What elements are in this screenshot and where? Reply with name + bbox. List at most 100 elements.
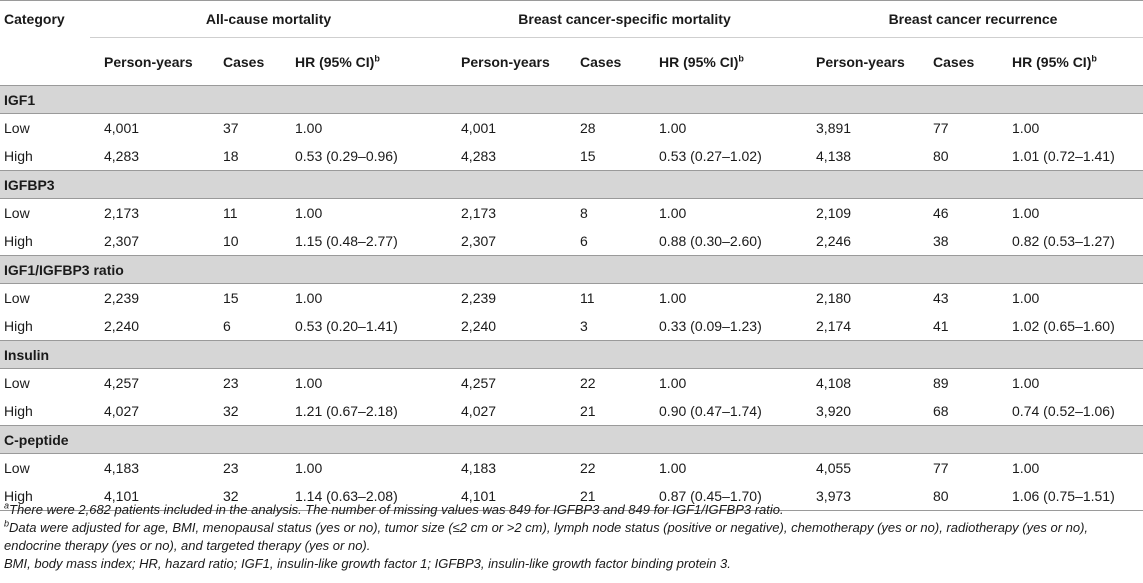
category-header: Category <box>4 11 65 28</box>
cell-person-years: 4,055 <box>816 460 852 476</box>
cell-person-years: 4,257 <box>104 375 140 391</box>
table-row: High 2,240 6 0.53 (0.20–1.41) 2,240 3 0.33 (0.… <box>0 312 1143 341</box>
cell-person-years: 4,101 <box>447 482 581 511</box>
cell-cases: 38 <box>933 233 949 249</box>
cell-cases: 22 <box>580 375 596 391</box>
cell-hr: 1.01 (0.72–1.41) <box>1012 148 1115 164</box>
cell-hr: 0.33 (0.09–1.23) <box>659 318 762 334</box>
footnotes: aThere were 2,682 patients included in t… <box>4 501 1139 573</box>
table-row: High 4,283 18 0.53 (0.29–0.96) 4,283 15 0.53 (… <box>0 142 1143 171</box>
table-row: High 2,307 10 1.15 (0.48–2.77) 2,307 6 0.88 (0… <box>0 227 1143 256</box>
footnote-a: aThere were 2,682 patients included in t… <box>4 500 784 517</box>
cell-hr: 1.00 <box>659 205 687 221</box>
cell-cases: 32 <box>223 482 295 511</box>
table-row: Low 2,239 15 1.00 2,239 11 1.00 2,180 43 1.00 <box>0 284 1143 313</box>
section-header-row: IGF1 <box>0 85 1143 114</box>
cell-hr: 1.06 (0.75–1.51) <box>1012 482 1143 511</box>
cell-person-years: 2,307 <box>104 233 140 249</box>
group-header-breast-cancer-specific-mortality: Breast cancer-specific mortality <box>518 11 731 27</box>
cell-person-years: 2,173 <box>461 205 497 221</box>
section-title: C-peptide <box>0 425 1143 454</box>
table-row: High 4,101 32 1.14 (0.63–2.08) 4,101 21 0.87 (… <box>0 482 1143 511</box>
cell-hr: 1.00 <box>659 375 687 391</box>
cell-cases: 11 <box>580 290 595 306</box>
section-title: IGF1/IGFBP3 ratio <box>0 255 1143 284</box>
cell-person-years: 3,920 <box>816 403 852 419</box>
cell-cases: 41 <box>933 318 949 334</box>
cell-cases: 8 <box>580 205 588 221</box>
section-header-row: Insulin <box>0 340 1143 369</box>
subheader-person-years: Person-years <box>802 37 934 86</box>
cell-cases: 23 <box>223 375 239 391</box>
group-header-all-cause-mortality: All-cause mortality <box>205 11 332 27</box>
cell-hr: 0.53 (0.20–1.41) <box>295 318 398 334</box>
cell-cases: 23 <box>223 460 239 476</box>
cell-hr: 0.53 (0.27–1.02) <box>659 148 762 164</box>
cell-hr: 1.02 (0.65–1.60) <box>1012 318 1115 334</box>
cell-person-years: 4,257 <box>461 375 497 391</box>
cell-person-years: 4,001 <box>104 120 140 136</box>
table-body: IGF1 Low 4,001 37 1.00 4,001 28 1.00 3,891 77 1.00… <box>0 85 1143 511</box>
cell-person-years: 2,239 <box>461 290 497 306</box>
cell-person-years: 4,183 <box>461 460 497 476</box>
row-level-label: High <box>4 318 33 334</box>
cell-hr: 1.21 (0.67–2.18) <box>295 403 398 419</box>
table-row: High 4,027 32 1.21 (0.67–2.18) 4,027 21 0.90 (… <box>0 397 1143 426</box>
row-level-label: High <box>4 403 33 419</box>
row-level-label: Low <box>4 375 30 391</box>
cell-hr: 1.00 <box>659 290 687 306</box>
cell-hr: 1.14 (0.63–2.08) <box>295 482 448 511</box>
row-level-label: High <box>4 233 33 249</box>
cell-person-years: 4,138 <box>816 148 852 164</box>
cell-hr: 1.00 <box>295 460 323 476</box>
cell-person-years: 4,001 <box>461 120 497 136</box>
cell-person-years: 2,173 <box>104 205 140 221</box>
cell-person-years: 2,239 <box>104 290 140 306</box>
cell-person-years: 2,109 <box>816 205 852 221</box>
cell-cases: 77 <box>933 460 949 476</box>
cell-cases: 15 <box>223 290 239 306</box>
cell-hr: 1.15 (0.48–2.77) <box>295 233 398 249</box>
subheader-person-years: Person-years <box>447 37 581 86</box>
subheader-cases: Cases <box>580 37 660 86</box>
cell-person-years: 3,891 <box>816 120 852 136</box>
cell-hr: 0.82 (0.53–1.27) <box>1012 233 1115 249</box>
cell-cases: 80 <box>933 482 1013 511</box>
cell-hr: 1.00 <box>659 460 687 476</box>
cell-hr: 1.00 <box>1012 290 1040 306</box>
cell-cases: 10 <box>223 233 239 249</box>
cell-person-years: 4,027 <box>104 403 140 419</box>
header-spacer <box>0 38 90 86</box>
cell-person-years: 4,283 <box>104 148 140 164</box>
cell-cases: 28 <box>580 120 596 136</box>
table-header: Category All-cause mortality Breast canc… <box>0 0 1143 86</box>
cell-cases: 18 <box>223 148 239 164</box>
subheader-cases: Cases <box>933 37 1013 86</box>
cell-hr: 1.00 <box>1012 460 1040 476</box>
cell-cases: 21 <box>580 403 596 419</box>
cell-cases: 68 <box>933 403 949 419</box>
section-header-row: IGF1/IGFBP3 ratio <box>0 255 1143 284</box>
row-level-label: Low <box>4 290 30 306</box>
cell-hr: 1.00 <box>295 120 323 136</box>
subheader-cases: Cases <box>223 37 295 86</box>
cell-cases: 3 <box>580 318 588 334</box>
cell-person-years: 2,246 <box>816 233 852 249</box>
group-header-breast-cancer-recurrence: Breast cancer recurrence <box>888 11 1058 27</box>
section-title: IGFBP3 <box>0 170 1143 199</box>
cell-hr: 1.00 <box>1012 205 1040 221</box>
row-level-label: High <box>0 482 90 511</box>
cell-person-years: 4,101 <box>90 482 223 511</box>
cell-person-years: 2,240 <box>104 318 140 334</box>
table-row: Low 4,001 37 1.00 4,001 28 1.00 3,891 77 1.00 <box>0 114 1143 143</box>
row-level-label: Low <box>4 120 30 136</box>
row-level-label: Low <box>4 460 30 476</box>
cell-person-years: 2,240 <box>461 318 497 334</box>
cell-person-years: 4,027 <box>461 403 497 419</box>
cell-hr: 1.00 <box>295 375 323 391</box>
cell-hr: 0.53 (0.29–0.96) <box>295 148 398 164</box>
table-row: Low 4,257 23 1.00 4,257 22 1.00 4,108 89 1.00 <box>0 369 1143 398</box>
cell-hr: 0.88 (0.30–2.60) <box>659 233 762 249</box>
cell-person-years: 4,183 <box>104 460 140 476</box>
cell-hr: 1.00 <box>1012 120 1040 136</box>
